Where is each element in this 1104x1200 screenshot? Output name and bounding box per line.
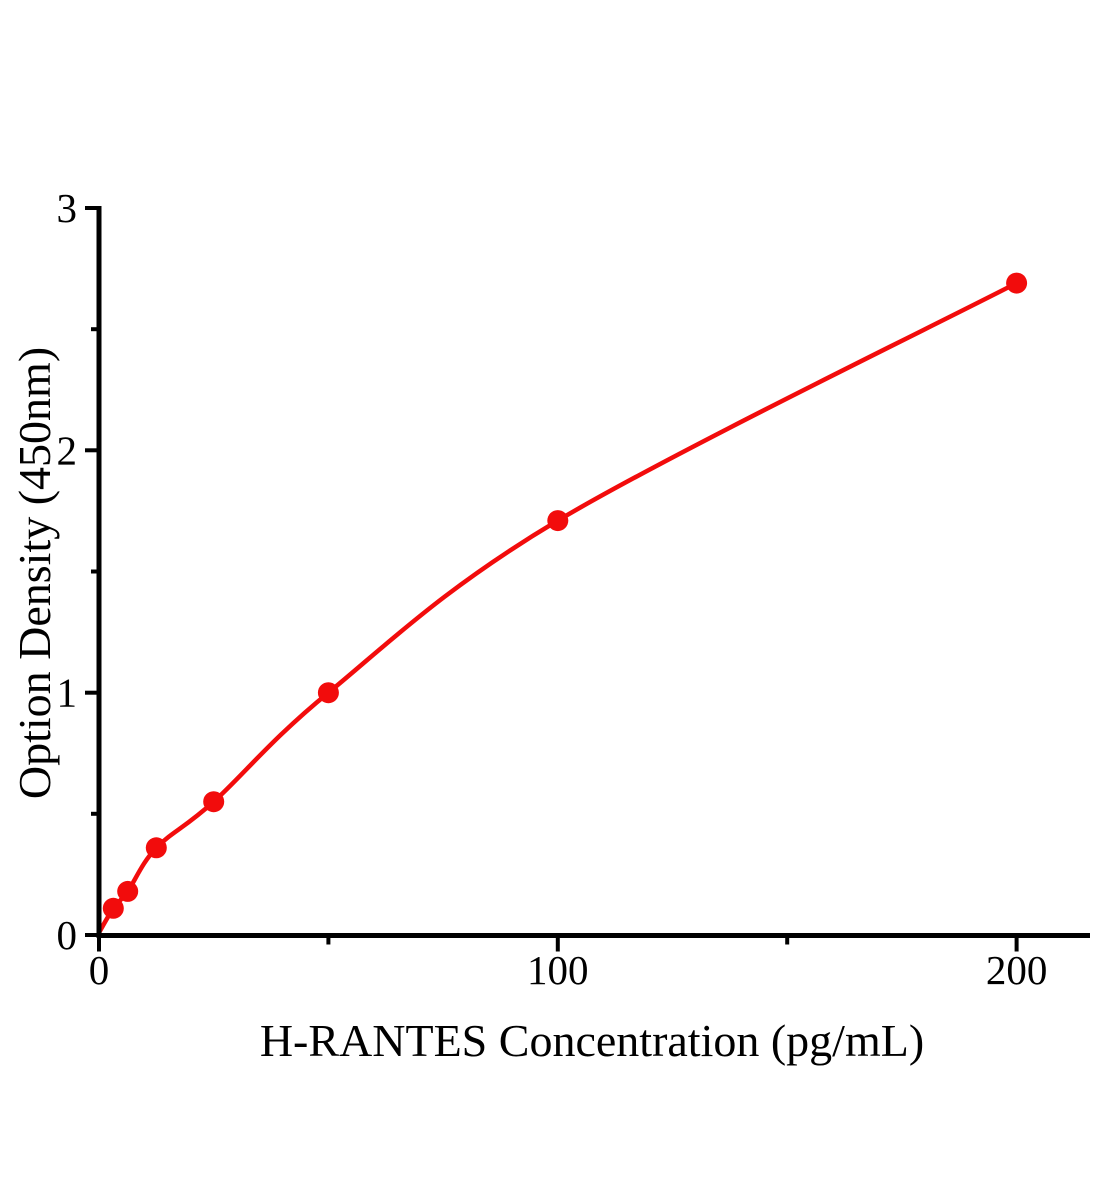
data-point: [117, 880, 139, 902]
fit-curve: [96, 280, 1019, 935]
y-tick-label: 1: [57, 670, 78, 716]
data-point: [317, 682, 339, 704]
x-axis-title: H-RANTES Concentration (pg/mL): [260, 1015, 924, 1066]
data-point: [145, 837, 167, 859]
x-tick-label: 0: [89, 947, 110, 993]
data-point: [547, 510, 569, 532]
y-axis-title: Option Density (450nm): [9, 347, 60, 799]
y-tick-label: 0: [57, 912, 78, 958]
x-tick-label: 200: [986, 947, 1048, 993]
data-point: [1006, 272, 1028, 294]
x-tick-label: 100: [527, 947, 589, 993]
y-tick-label: 2: [57, 427, 78, 473]
plot-area: 0 100 200 0 1 2 3: [57, 185, 1090, 993]
data-point: [102, 897, 124, 919]
data-point: [203, 791, 225, 813]
y-tick-label: 3: [57, 185, 78, 231]
